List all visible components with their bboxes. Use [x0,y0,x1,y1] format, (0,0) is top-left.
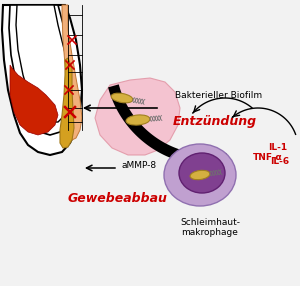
Text: Schleimhaut-
makrophage: Schleimhaut- makrophage [180,218,240,237]
Ellipse shape [190,170,210,180]
Text: Bakterieller Biofilm: Bakterieller Biofilm [175,90,262,100]
Polygon shape [2,5,82,155]
Polygon shape [95,78,180,155]
Ellipse shape [179,153,225,193]
Polygon shape [9,5,74,135]
Polygon shape [60,58,74,148]
Ellipse shape [164,144,236,206]
Text: Gewebeabbau: Gewebeabbau [68,192,168,204]
Polygon shape [62,5,82,140]
Text: aMMP-8: aMMP-8 [122,160,157,170]
Polygon shape [16,5,70,122]
Ellipse shape [126,115,150,125]
Text: TNF-α: TNF-α [253,154,283,162]
Text: IL-1: IL-1 [268,144,287,152]
Text: Entzündung: Entzündung [173,116,257,128]
Ellipse shape [111,93,133,103]
Polygon shape [10,65,58,135]
Text: IL-6: IL-6 [270,158,289,166]
